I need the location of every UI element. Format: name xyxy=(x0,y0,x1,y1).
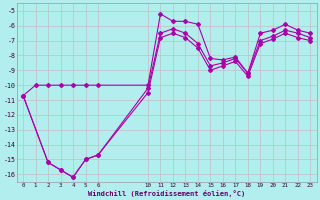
X-axis label: Windchill (Refroidissement éolien,°C): Windchill (Refroidissement éolien,°C) xyxy=(88,190,245,197)
